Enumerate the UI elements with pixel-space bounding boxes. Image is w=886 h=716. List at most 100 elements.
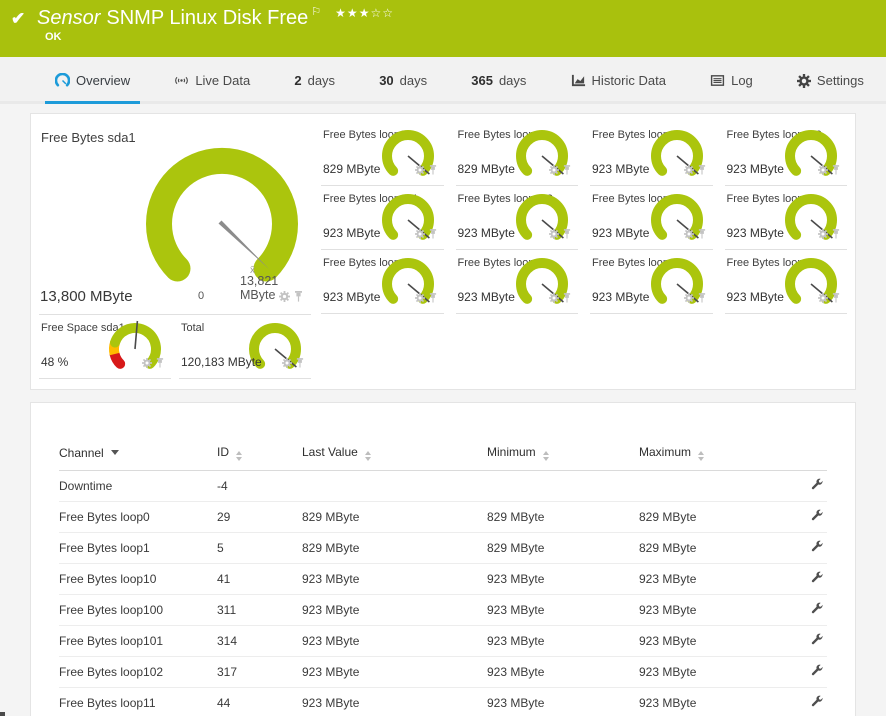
cell-channel: Free Bytes loop100 <box>59 594 217 626</box>
table-row[interactable]: Downtime -4 <box>59 470 827 502</box>
gauge-settings-gear-icon[interactable] <box>683 226 694 244</box>
cell-maximum: 923 MByte <box>639 563 789 595</box>
tab-settings[interactable]: Settings <box>787 57 874 104</box>
gauge-pin-icon[interactable] <box>563 162 571 180</box>
gauge-pin-icon[interactable] <box>156 355 164 373</box>
gauge-settings-gear-icon[interactable] <box>683 290 694 308</box>
gauge-pin-icon[interactable] <box>832 162 840 180</box>
channel-settings-wrench-icon[interactable] <box>811 602 824 618</box>
channel-settings-wrench-icon[interactable] <box>811 509 824 525</box>
primary-channel-gauge: Free Bytes sda1 x̄ 13,800 MByte 0 13,821… <box>39 122 311 315</box>
channel-gauge-tile[interactable]: Free Bytes loop13 923 MByte <box>321 250 444 314</box>
column-header-channel[interactable]: Channel <box>59 441 217 471</box>
priority-stars[interactable]: ★★★☆☆ <box>335 6 394 20</box>
gauge-settings-gear-icon[interactable] <box>549 162 559 180</box>
gauge-scale-min: 0 <box>198 290 205 302</box>
gauge-pin-icon[interactable] <box>294 289 303 307</box>
channel-gauge-tile[interactable]: Free Bytes loop102 923 MByte <box>455 186 578 250</box>
tab-live-data[interactable]: Live Data <box>164 57 260 104</box>
gauge-pin-icon[interactable] <box>698 226 706 244</box>
gauge-settings-gear-icon[interactable] <box>818 290 828 308</box>
column-header-maximum[interactable]: Maximum <box>639 441 789 471</box>
channel-gauge-tile[interactable]: Free Bytes loop11 923 MByte <box>590 186 713 250</box>
channel-settings-wrench-icon[interactable] <box>811 633 824 649</box>
gauge-pin-icon[interactable] <box>832 290 840 308</box>
column-header-last-value[interactable]: Last Value <box>302 441 487 471</box>
channel-gauge-tile[interactable]: Free Bytes loop14 923 MByte <box>455 250 578 314</box>
gauge-settings-gear-icon[interactable] <box>414 290 425 308</box>
gauge-pin-icon[interactable] <box>698 162 706 180</box>
table-row[interactable]: Free Bytes loop102 317 923 MByte 923 MBy… <box>59 656 827 688</box>
table-row[interactable]: Free Bytes loop11 44 923 MByte 923 MByte… <box>59 687 827 716</box>
tab-overview[interactable]: Overview <box>45 57 141 104</box>
gauge-settings-gear-icon[interactable] <box>549 290 559 308</box>
tab-365-days[interactable]: 365 days <box>471 73 527 88</box>
gauge-value: 48 % <box>41 355 69 369</box>
cell-id: 41 <box>217 563 302 595</box>
tab-historic-data[interactable]: Historic Data <box>561 57 676 104</box>
column-header-id[interactable]: ID <box>217 441 302 471</box>
channel-gauge-tile[interactable]: Free Bytes loop12 923 MByte <box>724 186 847 250</box>
sensor-title-line: Sensor SNMP Linux Disk Free ⚐ ★★★☆☆ <box>37 5 394 30</box>
table-row[interactable]: Free Bytes loop0 29 829 MByte 829 MByte … <box>59 501 827 533</box>
gauge-dial <box>249 323 301 369</box>
gauge-settings-gear-icon[interactable] <box>142 355 152 373</box>
channel-settings-wrench-icon[interactable] <box>811 540 824 556</box>
gauge-settings-gear-icon[interactable] <box>414 226 425 244</box>
gauge-pin-icon[interactable] <box>429 226 437 244</box>
table-row[interactable]: Free Bytes loop101 314 923 MByte 923 MBy… <box>59 625 827 657</box>
channel-settings-wrench-icon[interactable] <box>811 571 824 587</box>
gauge-value: 923 MByte <box>592 162 650 176</box>
live-data-icon <box>174 73 189 88</box>
gauge-settings-gear-icon[interactable] <box>414 162 425 180</box>
gauge-dial-tricolor <box>109 320 161 369</box>
gauge-dial <box>785 258 837 304</box>
gauge-settings-gear-icon[interactable] <box>282 355 292 373</box>
flag-icon[interactable]: ⚐ <box>311 6 322 18</box>
channel-gauge-tile[interactable]: Free Bytes loop10 923 MByte <box>590 122 713 186</box>
gauge-value: 829 MByte <box>457 162 515 176</box>
tab-2-days[interactable]: 2 days <box>294 73 336 88</box>
gauge-settings-gear-icon[interactable] <box>818 226 828 244</box>
cell-id: 5 <box>217 532 302 564</box>
channel-gauge-tile[interactable]: Free Bytes loop101 923 MByte <box>321 186 444 250</box>
gauge-pin-icon[interactable] <box>429 162 437 180</box>
gauge-pin-icon[interactable] <box>429 290 437 308</box>
gauge-pin-icon[interactable] <box>698 290 706 308</box>
tab-30-days[interactable]: 30 days <box>379 73 428 88</box>
column-header-actions <box>789 441 827 471</box>
table-row[interactable]: Free Bytes loop1 5 829 MByte 829 MByte 8… <box>59 532 827 564</box>
table-row[interactable]: Free Bytes loop10 41 923 MByte 923 MByte… <box>59 563 827 595</box>
table-row[interactable]: Free Bytes loop100 311 923 MByte 923 MBy… <box>59 594 827 626</box>
column-header-minimum[interactable]: Minimum <box>487 441 639 471</box>
gauge-settings-gear-icon[interactable] <box>818 162 828 180</box>
free-space-gauge-tile[interactable]: Free Space sda1 48 % <box>39 315 171 379</box>
gauge-icon <box>55 73 70 88</box>
channel-gauge-tile[interactable]: Free Bytes loop15 923 MByte <box>590 250 713 314</box>
channel-settings-wrench-icon[interactable] <box>811 478 824 494</box>
gauge-settings-gear-icon[interactable] <box>683 162 694 180</box>
cell-maximum: 829 MByte <box>639 501 789 533</box>
total-gauge-tile[interactable]: Total 120,183 MByte <box>179 315 311 379</box>
gauge-dial <box>381 130 434 176</box>
gauge-pin-icon[interactable] <box>296 355 304 373</box>
cell-channel: Free Bytes loop101 <box>59 625 217 657</box>
channel-settings-wrench-icon[interactable] <box>811 664 824 680</box>
gauge-title: Free Bytes loop0 <box>323 129 407 141</box>
gauge-settings-gear-icon[interactable] <box>549 226 559 244</box>
gauge-pin-icon[interactable] <box>832 226 840 244</box>
channel-gauge-tile[interactable]: Free Bytes loop16 923 MByte <box>724 250 847 314</box>
channel-settings-wrench-icon[interactable] <box>811 695 824 711</box>
gauge-pin-icon[interactable] <box>563 226 571 244</box>
channel-gauge-tile[interactable]: Free Bytes loop1 829 MByte <box>455 122 578 186</box>
channel-gauge-tile[interactable]: Free Bytes loop100 923 MByte <box>724 122 847 186</box>
channel-gauge-tile[interactable]: Free Bytes loop0 829 MByte <box>321 122 444 186</box>
cell-id: 44 <box>217 687 302 716</box>
tab-log[interactable]: Log <box>700 57 763 104</box>
gauge-dial <box>516 130 568 176</box>
gauge-value: 923 MByte <box>323 226 381 240</box>
gauge-settings-gear-icon[interactable] <box>279 289 290 307</box>
cell-minimum: 923 MByte <box>487 625 639 657</box>
gauge-pin-icon[interactable] <box>563 290 571 308</box>
gauge-dial <box>381 258 434 304</box>
